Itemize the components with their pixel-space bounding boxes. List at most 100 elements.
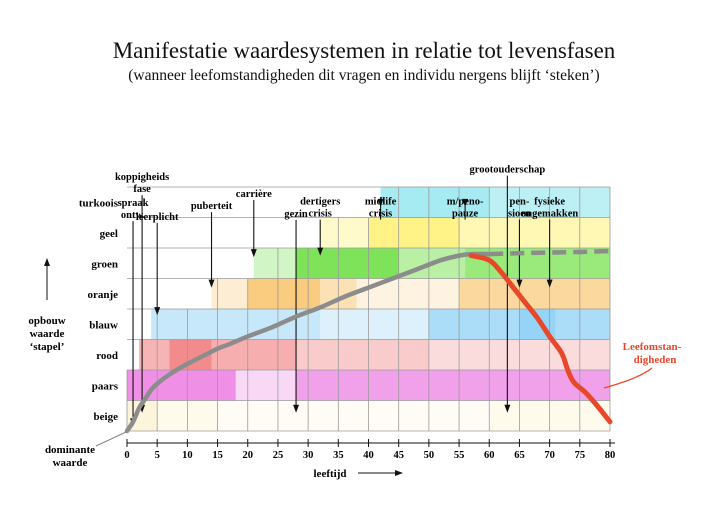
event-arrowhead — [317, 247, 324, 256]
life-circumstances-curve — [468, 253, 613, 425]
event-4: carrière — [236, 189, 272, 258]
event-arrowhead — [462, 198, 469, 207]
dominant-label-line1: dominante — [45, 444, 95, 456]
event-8: m/peno-pauze — [447, 197, 484, 220]
band-blauw-segment-0 — [151, 309, 321, 340]
x-tick-label: 60 — [484, 450, 495, 461]
dominant-label-line2: waarde — [53, 457, 88, 469]
event-label: sioen — [508, 209, 531, 220]
y-axis-arrowhead — [44, 258, 50, 266]
level-label-rood: rood — [96, 350, 118, 362]
x-tick-label: 25 — [273, 450, 284, 461]
band-groen-segment-0 — [253, 248, 297, 279]
y-axis-label: opbouw waarde ‘stapel’ — [28, 258, 66, 353]
x-axis-label: leeftijd — [314, 468, 403, 480]
band-geel-segment-1 — [368, 217, 460, 248]
dominant-label-pointer — [95, 431, 127, 447]
event-2: leerplicht — [136, 212, 179, 316]
band-oranje-segment-4 — [459, 278, 610, 309]
event-arrowhead — [516, 279, 523, 288]
x-tick-label: 15 — [212, 450, 223, 461]
chart-title: Manifestatie waardesystemen in relatie t… — [113, 38, 616, 63]
event-label: pauze — [452, 209, 479, 220]
x-tick-label: 0 — [124, 450, 129, 461]
event-label: carrière — [236, 189, 272, 200]
band-oranje-segment-3 — [356, 278, 460, 309]
event-5: gezin — [284, 209, 308, 413]
event-label: ontw. — [121, 210, 146, 221]
event-label: gezin — [284, 209, 307, 220]
x-tick-label: 5 — [155, 450, 160, 461]
event-label: koppigheids — [115, 172, 169, 183]
red-curve-label-line2: digheden — [634, 354, 677, 366]
x-tick-label: 35 — [333, 450, 344, 461]
y-axis-label-line3: ‘stapel’ — [30, 341, 65, 353]
event-label: crisis — [369, 209, 392, 220]
x-tick-label: 80 — [605, 450, 616, 461]
level-label-beige: beige — [94, 411, 119, 423]
event-3: puberteit — [191, 201, 233, 288]
event-label: puberteit — [191, 201, 233, 212]
x-tick-label: 50 — [424, 450, 435, 461]
y-axis-label-line1: opbouw — [28, 315, 65, 327]
dominant-value-label: dominante waarde — [45, 431, 127, 469]
event-label: midlife — [365, 197, 397, 208]
x-tick-label: 40 — [363, 450, 374, 461]
event-10: pen-sioen — [508, 197, 531, 288]
level-label-groen: groen — [91, 258, 118, 270]
chart-subtitle: (wanneer leefomstandigheden dit vragen e… — [128, 67, 599, 84]
band-paars-segment-0 — [127, 370, 236, 401]
event-label: fase — [133, 184, 151, 195]
dominant-value-curve — [124, 251, 492, 434]
x-tick-label: 30 — [303, 450, 314, 461]
red-curve-label: Leefomstan- digheden — [603, 341, 682, 389]
x-tick-label: 65 — [514, 450, 525, 461]
event-label: fysieke — [534, 197, 565, 208]
band-beige-segment-2 — [217, 400, 490, 431]
event-arrowhead — [250, 249, 257, 258]
x-axis-label-text: leeftijd — [314, 468, 347, 480]
event-label: leerplicht — [136, 212, 179, 223]
x-tick-label: 55 — [454, 450, 465, 461]
event-label: dertigers — [300, 197, 340, 208]
x-tick-label: 70 — [544, 450, 555, 461]
event-label: pen- — [510, 197, 530, 208]
event-label: spraak — [118, 198, 149, 209]
red-curve-label-pointer — [603, 367, 653, 389]
level-label-geel: geel — [100, 228, 118, 240]
event-label: ongemakken — [521, 209, 578, 220]
band-paars-segment-1 — [235, 370, 297, 401]
band-blauw-segment-4 — [555, 309, 610, 340]
event-label: m/peno- — [447, 197, 484, 208]
event-arrowhead — [504, 404, 511, 413]
level-labels: beige paars rood blauw oranje groen geel turkoo… — [79, 197, 119, 423]
curves — [124, 248, 613, 434]
y-axis-label-line2: waarde — [30, 328, 65, 340]
event-arrowhead — [546, 279, 553, 288]
band-groen-segment-1 — [296, 248, 399, 279]
event-arrowhead — [293, 404, 300, 413]
band-blauw-segment-1 — [320, 309, 429, 340]
x-axis: 0 5 10 15 20 25 30 35 40 45 50 55 60 65 70 75 80 — [124, 439, 615, 461]
event-arrowhead — [377, 198, 384, 207]
band-rood-segment-3 — [296, 339, 429, 370]
red-curve-label-line1: Leefomstan- — [623, 341, 682, 353]
x-tick-label: 45 — [393, 450, 404, 461]
event-9: grootouderschap — [470, 165, 546, 413]
band-oranje-segment-0 — [211, 278, 248, 309]
band-paars-segment-2 — [296, 370, 610, 401]
event-arrowhead — [154, 307, 161, 316]
x-tick-label: 75 — [575, 450, 586, 461]
level-label-turkoois: turkoois — [79, 197, 119, 209]
band-rood-segment-0 — [139, 339, 170, 370]
x-tick-label: 10 — [182, 450, 193, 461]
event-label: grootouderschap — [470, 165, 546, 176]
band-geel-segment-2 — [459, 217, 610, 248]
x-axis-arrowhead — [395, 470, 403, 476]
